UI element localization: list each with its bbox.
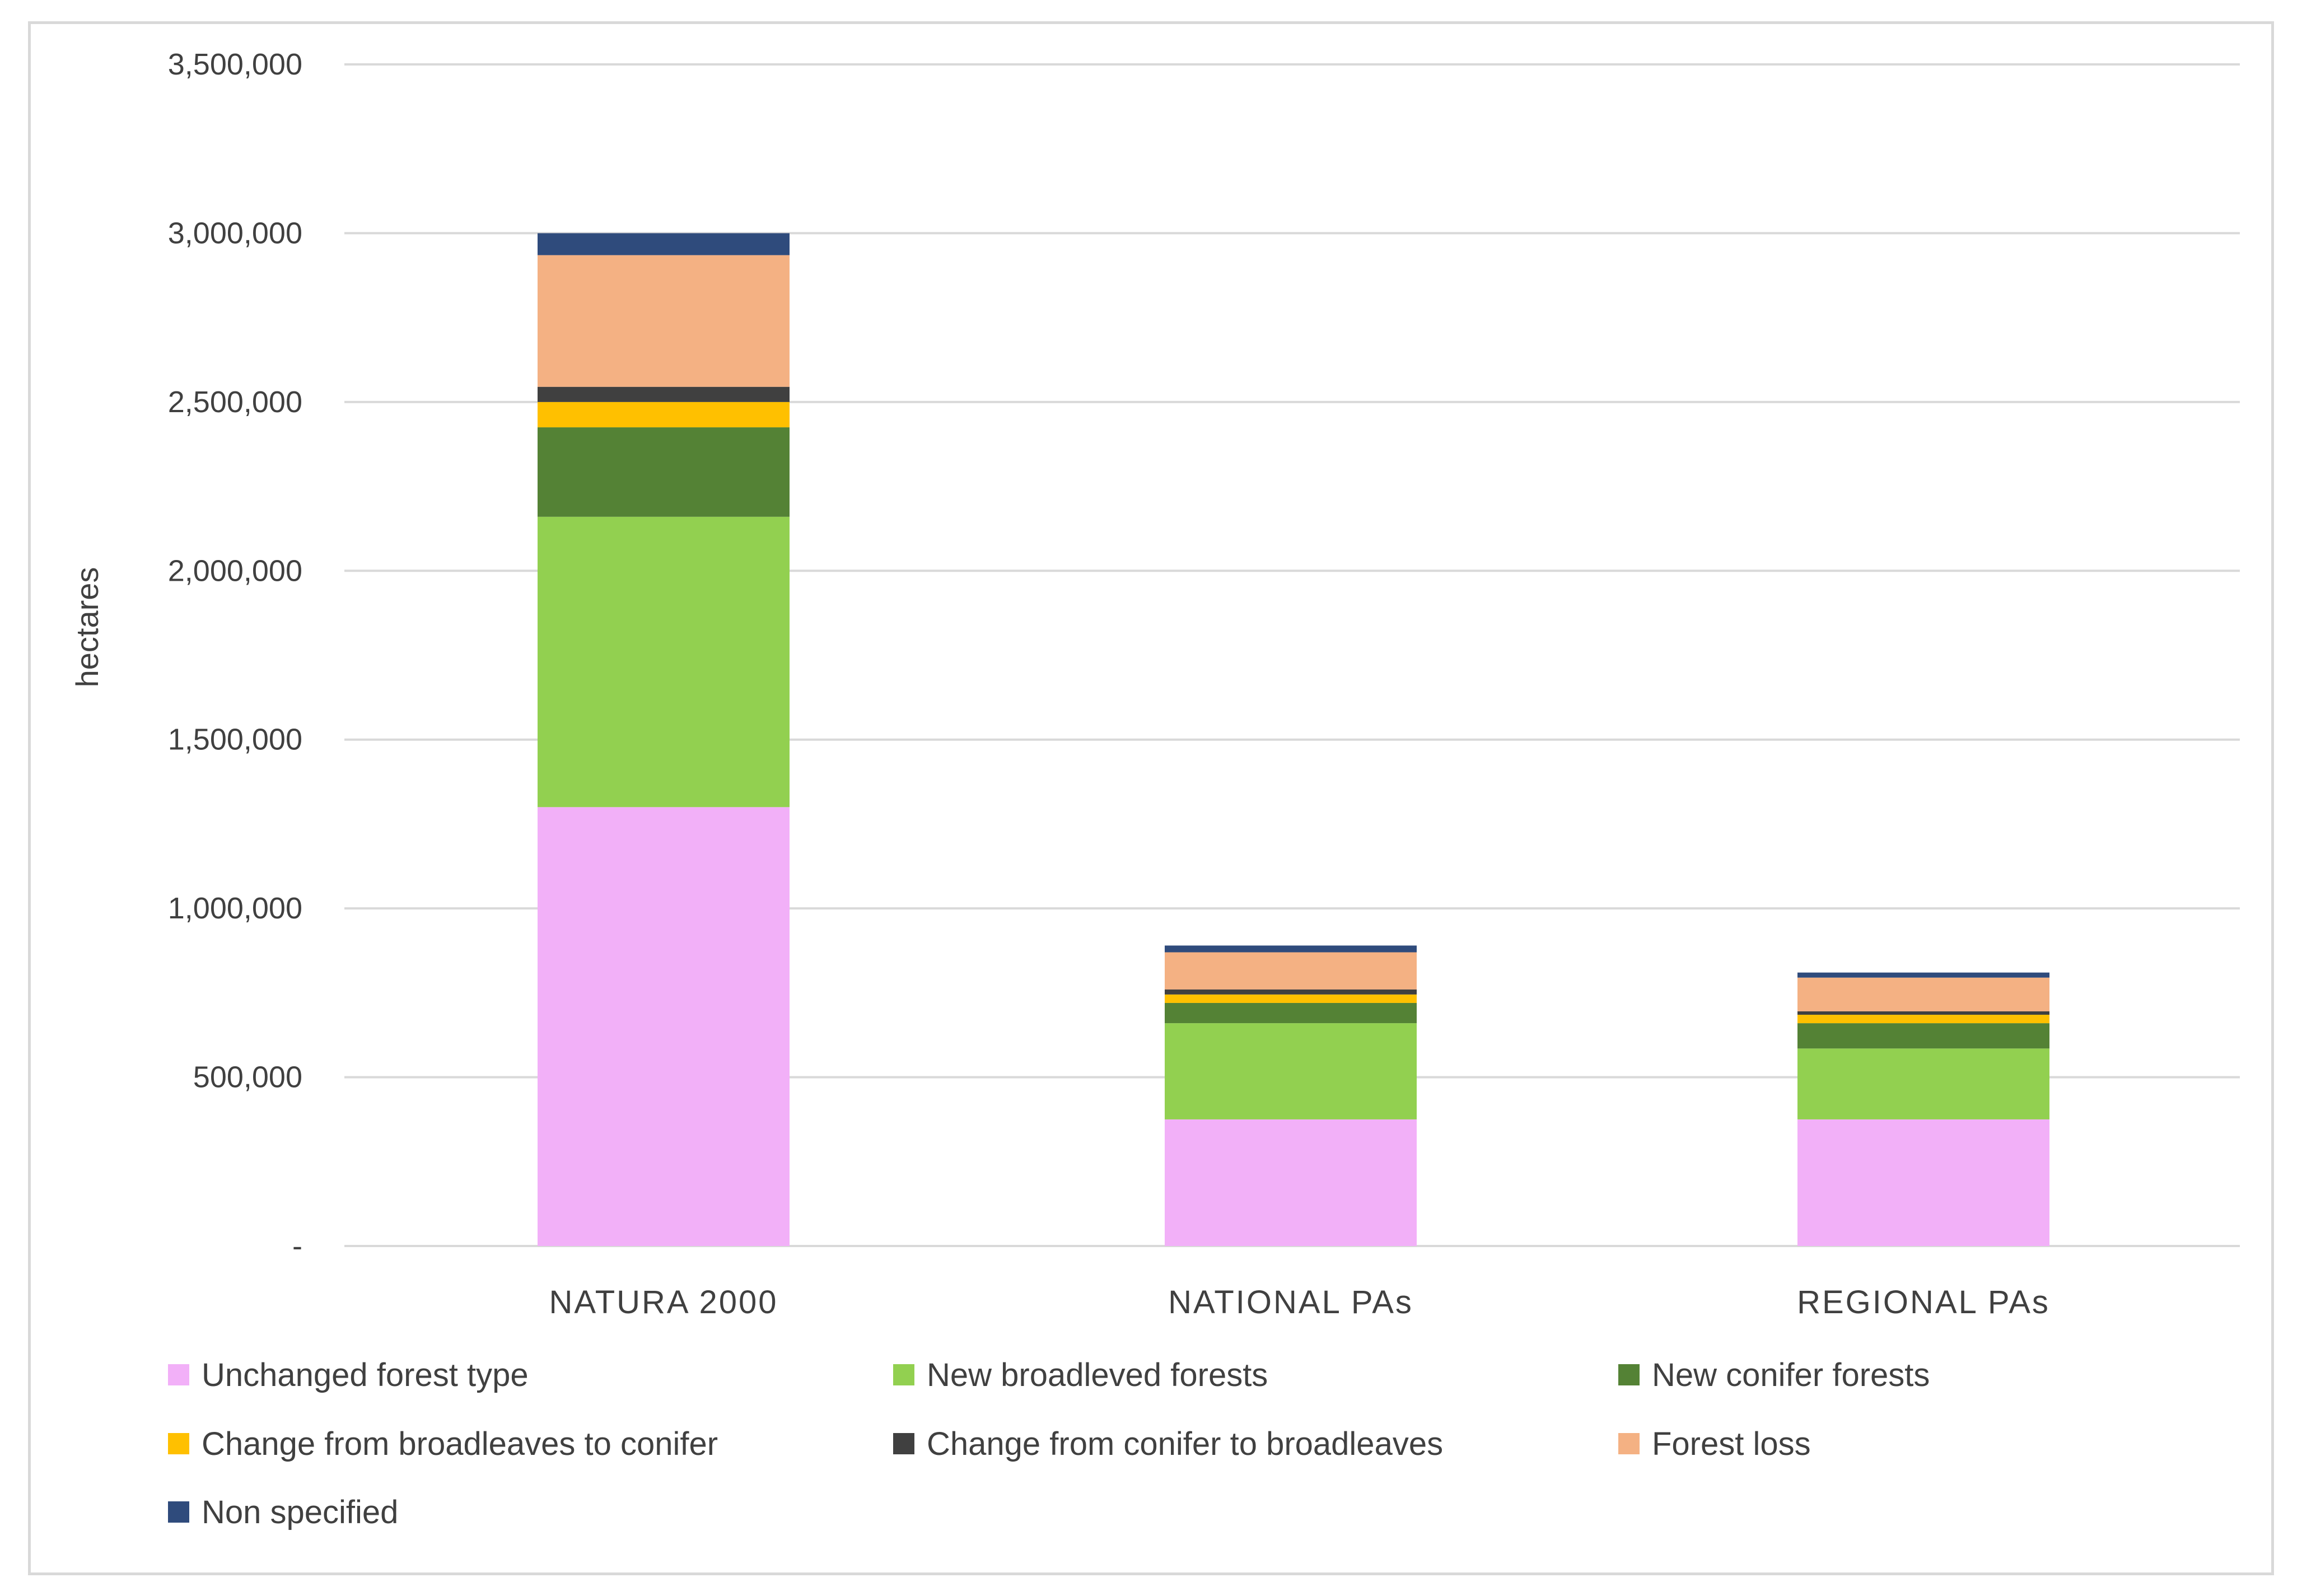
x-category-label: REGIONAL PAs [1797, 1284, 2050, 1320]
y-tick-label: 2,500,000 [168, 385, 302, 419]
y-tick-label: 500,000 [193, 1061, 302, 1094]
y-tick-label: 2,000,000 [168, 554, 302, 587]
bar-segment [1797, 1015, 2049, 1024]
x-axis-categories: NATURA 2000 NATIONAL PAs REGIONAL PAs [549, 1284, 2050, 1320]
bar-segment [1797, 972, 2049, 978]
y-axis-label: hectares [69, 567, 105, 688]
bar-segment [1165, 994, 1417, 1003]
bars [538, 233, 2049, 1246]
bar-segment [538, 386, 790, 402]
bar-segment [1797, 1048, 2049, 1119]
bar-segment [1165, 989, 1417, 995]
bar-segment [1165, 952, 1417, 990]
y-tick-label: 1,000,000 [168, 892, 302, 925]
bar-segment [538, 807, 790, 1246]
y-tick-label: 1,500,000 [168, 723, 302, 757]
bar-segment [1797, 1119, 2049, 1246]
y-axis-ticks: - 500,000 1,000,000 1,500,000 2,000,000 2,500… [168, 48, 302, 1263]
bar-segment [538, 427, 790, 517]
x-category-label: NATURA 2000 [549, 1284, 778, 1320]
bar-segment [1165, 1023, 1417, 1119]
bar-segment [1797, 977, 2049, 1012]
x-category-label: NATIONAL PAs [1168, 1284, 1413, 1320]
y-tick-label: 3,000,000 [168, 216, 302, 250]
bar-segment [1165, 1002, 1417, 1024]
bar-segment [538, 255, 790, 387]
y-tick-label: - [292, 1229, 302, 1263]
bar-segment [1797, 1023, 2049, 1049]
bar-segment [1165, 1119, 1417, 1246]
bar-segment [538, 516, 790, 808]
bar-segment [538, 402, 790, 428]
bar-segment [1797, 1011, 2049, 1015]
bar-segment [538, 233, 790, 255]
chart-frame [28, 21, 2274, 1575]
y-tick-label: 3,500,000 [168, 48, 302, 81]
bar-segment [1165, 945, 1417, 953]
